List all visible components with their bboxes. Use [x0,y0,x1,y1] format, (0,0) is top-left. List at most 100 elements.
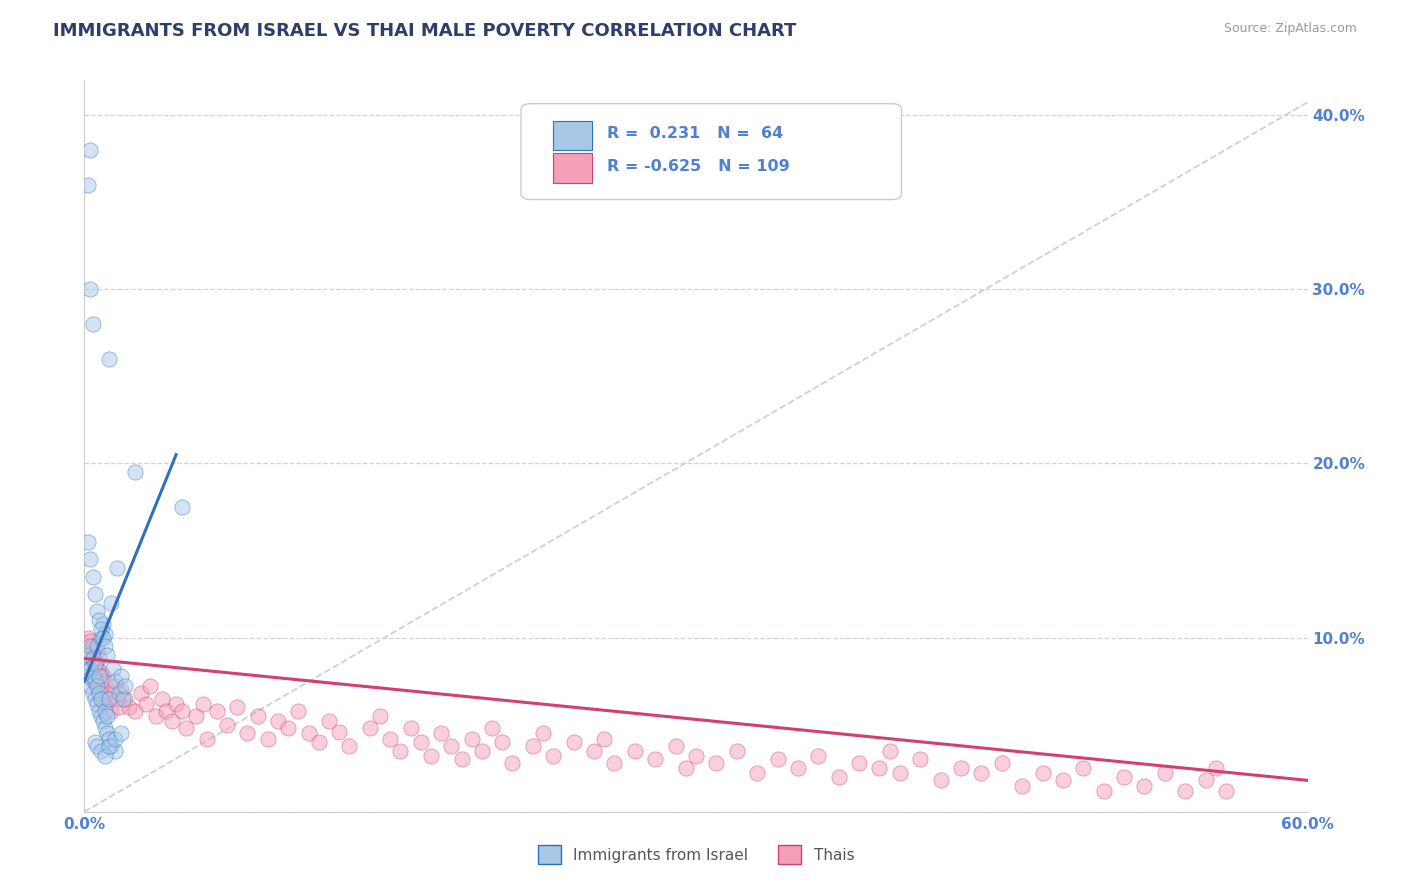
Point [82,317,104,331]
Point [90,709,112,723]
Point [79,662,101,676]
Point [195,731,218,746]
Point [96,709,118,723]
Point [97,691,120,706]
Point [328,724,350,739]
Point [97,351,120,366]
Point [77,631,100,645]
Point [86,739,108,753]
Point [1154,766,1177,780]
Point [409,735,432,749]
Point [389,744,412,758]
Point [93,640,115,654]
Point [807,749,830,764]
Point [93,697,115,711]
Point [118,700,141,714]
Point [104,679,127,693]
Point [77,178,100,192]
Point [79,662,101,676]
Point [172,500,194,514]
Point [86,640,108,654]
Point [848,756,870,770]
Point [108,686,131,700]
Point [90,665,112,680]
Point [90,622,112,636]
Point [86,697,108,711]
Point [100,596,122,610]
Point [86,679,108,693]
Point [277,721,299,735]
Point [399,721,422,735]
Point [79,679,101,693]
Point [83,657,105,671]
Point [318,714,340,728]
Point [86,662,108,676]
Point [531,726,554,740]
Point [725,744,748,758]
Point [298,726,321,740]
Text: R =  0.231   N =  64: R = 0.231 N = 64 [606,126,783,141]
Point [450,752,472,766]
Point [150,691,173,706]
Point [165,697,187,711]
Point [1092,784,1115,798]
Point [91,714,114,728]
Point [100,739,122,753]
Point [970,766,993,780]
Text: Source: ZipAtlas.com: Source: ZipAtlas.com [1223,22,1357,36]
Point [950,761,973,775]
Point [624,744,647,758]
Point [160,714,183,728]
Point [87,679,110,693]
Legend: Immigrants from Israel, Thais: Immigrants from Israel, Thais [531,839,860,870]
Point [101,662,124,676]
Point [583,744,606,758]
Point [110,726,132,740]
Point [665,739,688,753]
Point [82,686,104,700]
Point [929,773,952,788]
Point [1133,779,1156,793]
Point [86,644,108,658]
Point [96,726,118,740]
Point [1195,773,1218,788]
Point [461,731,484,746]
FancyBboxPatch shape [553,153,592,183]
Point [112,691,135,706]
Point [82,569,104,583]
Point [91,631,114,645]
Point [869,761,891,775]
Point [96,648,118,662]
Point [174,721,197,735]
Point [79,552,101,566]
Point [491,735,513,749]
Point [685,749,707,764]
Point [135,697,157,711]
Point [1052,773,1074,788]
Point [217,717,239,731]
Point [430,726,453,740]
Point [87,704,110,718]
Point [308,735,330,749]
Point [138,679,160,693]
Point [1215,784,1237,798]
Point [124,704,146,718]
Point [93,721,115,735]
Point [1174,784,1197,798]
Point [82,674,104,689]
Point [910,752,932,766]
Point [420,749,443,764]
Point [93,749,115,764]
Point [87,651,110,665]
Point [104,674,127,689]
Point [675,761,697,775]
Point [77,669,100,683]
Point [440,739,463,753]
Point [339,739,361,753]
Point [766,752,789,766]
Point [246,709,269,723]
Point [186,709,208,723]
Point [114,679,136,693]
Point [97,739,120,753]
Point [79,634,101,648]
